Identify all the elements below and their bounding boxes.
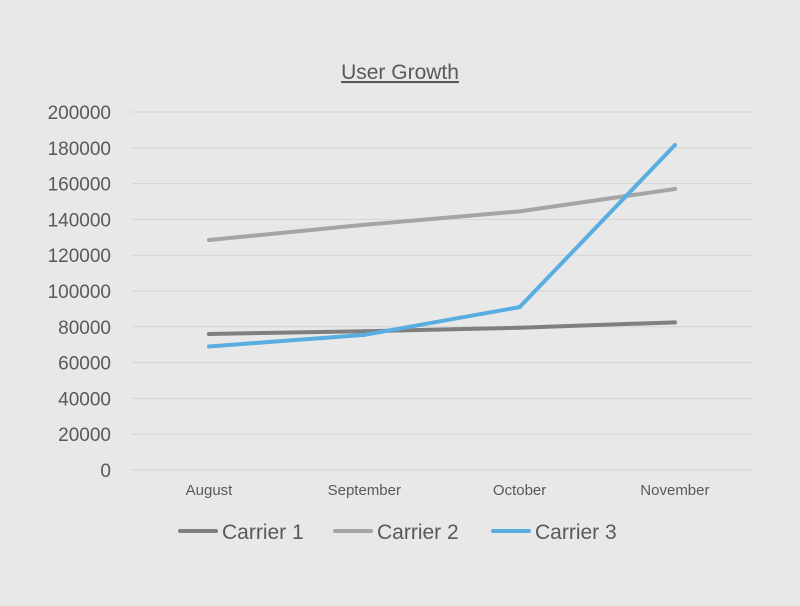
data-point — [517, 209, 522, 214]
series-3 — [207, 143, 677, 349]
y-axis: 0 20000 40000 60000 80000 100000 120000 140000 1… — [48, 103, 111, 482]
y-tick-label: 140000 — [48, 210, 111, 231]
series-1 — [207, 320, 677, 336]
legend-item: Carrier 1 — [178, 521, 304, 544]
y-tick-label: 100000 — [48, 282, 111, 303]
legend-label: Carrier 3 — [535, 521, 617, 544]
series-line — [207, 320, 677, 336]
series-2 — [207, 186, 677, 242]
legend-label: Carrier 1 — [222, 521, 304, 544]
x-tick-label: September — [328, 482, 401, 499]
x-axis: August September October November — [186, 482, 710, 499]
legend: Carrier 1 Carrier 2 Carrier 3 — [178, 521, 617, 544]
data-point — [517, 305, 522, 310]
data-point — [362, 329, 367, 334]
series-layer — [207, 143, 677, 349]
y-tick-label: 120000 — [48, 246, 111, 267]
series-line — [207, 143, 677, 349]
y-tick-label: 160000 — [48, 175, 111, 196]
x-tick-label: October — [493, 482, 546, 499]
x-tick-label: November — [640, 482, 709, 499]
y-tick-label: 40000 — [58, 389, 111, 410]
data-point — [362, 332, 367, 337]
data-point — [207, 237, 211, 242]
legend-item: Carrier 3 — [491, 521, 617, 544]
grid-lines — [132, 111, 752, 471]
data-point — [672, 186, 677, 191]
data-point — [517, 325, 522, 330]
data-point — [672, 320, 677, 325]
y-tick-label: 180000 — [48, 139, 111, 160]
x-tick-label: August — [186, 482, 234, 499]
y-tick-label: 0 — [100, 461, 111, 482]
legend-item: Carrier 2 — [333, 521, 459, 544]
data-point — [207, 331, 211, 336]
series-line — [207, 186, 677, 242]
legend-label: Carrier 2 — [377, 521, 459, 544]
data-point — [207, 344, 211, 349]
y-tick-label: 60000 — [58, 354, 111, 375]
data-point — [672, 143, 677, 148]
chart-title: User Growth — [341, 61, 459, 84]
data-point — [362, 222, 367, 227]
y-tick-label: 80000 — [58, 318, 111, 339]
y-tick-label: 20000 — [58, 425, 111, 446]
y-tick-label: 200000 — [48, 103, 111, 124]
